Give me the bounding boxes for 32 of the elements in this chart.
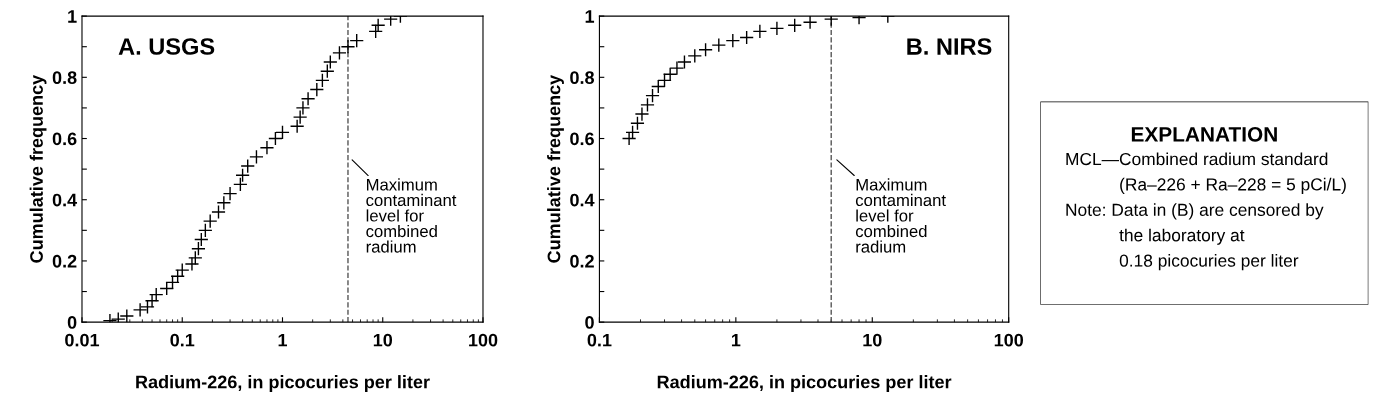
y-tick-label: 1: [68, 10, 77, 23]
y-axis-title: Cumulative frequency: [547, 74, 564, 263]
y-tick-label: 0.2: [52, 254, 77, 268]
x-tick-label: 0.1: [587, 333, 612, 347]
text: A. USGS: [118, 38, 215, 55]
y-tick-label: 0.8: [52, 71, 77, 85]
x-axis-title: Radium-226, in picocuries per liter: [657, 375, 952, 392]
text: B. NIRS: [907, 38, 992, 55]
x-tick-label: 100: [469, 333, 498, 347]
y-tick-label: 0: [585, 316, 594, 329]
y-tick-label: 0.6: [52, 132, 77, 146]
x-tick-label: 100: [994, 333, 1024, 347]
x-tick-label: 0.1: [170, 333, 195, 347]
x-tick-label: 0.01: [65, 333, 100, 347]
x-tick-label: 10: [373, 333, 393, 347]
y-tick-label: 0.6: [570, 132, 594, 146]
text: Note: Data in (B) are censored by the laboratory at 0.18 picocuries per liter: [1066, 203, 1324, 271]
y-tick-label: 0.2: [570, 254, 594, 268]
y-tick-label: 0.4: [570, 193, 595, 207]
x-tick-label: 1: [731, 333, 741, 347]
ref-line-label: Maximum contaminant level for combined radium: [855, 178, 946, 253]
y-tick-label: 0.4: [52, 193, 78, 207]
y-tick-label: 0.8: [570, 71, 595, 85]
x-tick-label: 1: [278, 333, 288, 347]
x-axis-title: Radium-226, in picocuries per liter: [136, 375, 430, 392]
y-axis-title: Cumulative frequency: [29, 74, 47, 263]
text: MCL—Combined radium standard (Ra–226 + Ra–228 = 5 pCi/L): [1066, 152, 1346, 195]
x-tick-label: 10: [863, 333, 882, 347]
y-tick-label: 1: [585, 10, 595, 23]
ref-line-label: Maximum contaminant level for combined radium: [366, 178, 457, 253]
text: EXPLANATION: [1131, 126, 1277, 142]
y-tick-label: 0: [67, 316, 77, 329]
